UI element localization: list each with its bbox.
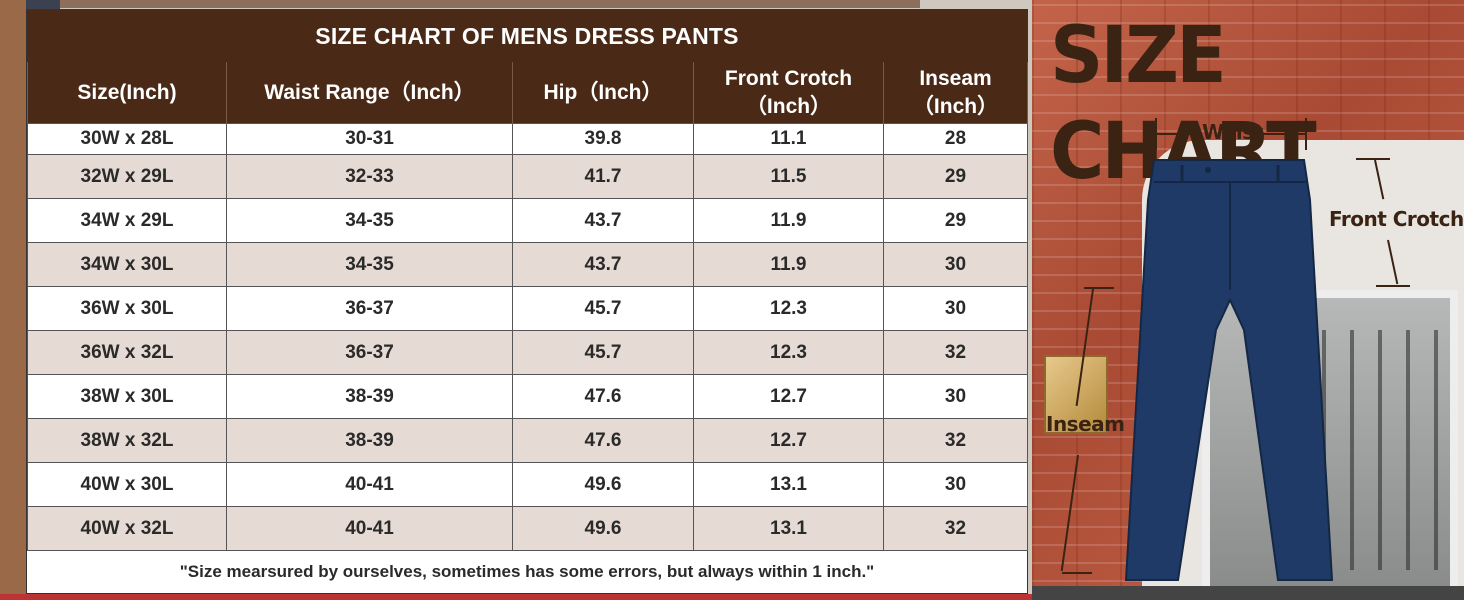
header-waist-range: Waist Range（Inch） (226, 62, 513, 124)
cell-front-crotch: 12.3 (693, 286, 884, 331)
table-row: 40W x 32L 40-41 49.6 13.1 32 (27, 506, 1028, 551)
cell-front-crotch: 12.3 (693, 330, 884, 375)
cell-size: 38W x 32L (27, 418, 227, 463)
cell-size: 36W x 30L (27, 286, 227, 331)
header-size: Size(Inch) (27, 62, 227, 124)
size-table: Size(Inch) Waist Range（Inch） Hip（Inch） F… (27, 62, 1028, 551)
cell-inseam: 32 (883, 418, 1028, 463)
size-chart-panel: SIZE CHART OF MENS DRESS PANTS Size(Inch… (26, 9, 1028, 594)
window-bars (1322, 330, 1442, 570)
table-row: 34W x 30L 34-35 43.7 11.9 30 (27, 242, 1028, 287)
cell-size: 32W x 29L (27, 154, 227, 199)
table-row: 36W x 32L 36-37 45.7 12.3 32 (27, 330, 1028, 375)
cell-waist-range: 36-37 (226, 286, 513, 331)
table-row: 30W x 28L 30-31 39.8 11.1 28 (27, 123, 1028, 155)
waist-line-left (1155, 133, 1199, 135)
table-row: 34W x 29L 34-35 43.7 11.9 29 (27, 198, 1028, 243)
cell-waist-range: 38-39 (226, 418, 513, 463)
table-row: 36W x 30L 36-37 45.7 12.3 30 (27, 286, 1028, 331)
cell-hip: 47.6 (512, 418, 694, 463)
cell-size: 34W x 30L (27, 242, 227, 287)
waist-tick-right (1305, 118, 1307, 150)
cell-size: 38W x 30L (27, 374, 227, 419)
cell-inseam: 30 (883, 462, 1028, 507)
waist-line-right (1262, 133, 1306, 135)
header-row: Size(Inch) Waist Range（Inch） Hip（Inch） F… (27, 62, 1028, 124)
inseam-label: Inseam (1046, 412, 1125, 436)
cell-inseam: 30 (883, 242, 1028, 287)
size-chart-illustration: SIZE CHART Waist Front Crotch Inseam (1032, 0, 1464, 600)
table-title: SIZE CHART OF MENS DRESS PANTS (27, 10, 1027, 62)
cell-front-crotch: 13.1 (693, 462, 884, 507)
inseam-tick-top (1084, 287, 1114, 289)
table-row: 32W x 29L 32-33 41.7 11.5 29 (27, 154, 1028, 199)
cell-waist-range: 36-37 (226, 330, 513, 375)
door-plaque (1044, 355, 1108, 434)
measurement-note: "Size mearsured by ourselves, sometimes … (179, 562, 875, 581)
cell-waist-range: 34-35 (226, 198, 513, 243)
cell-inseam: 29 (883, 198, 1028, 243)
ground-strip (1032, 586, 1464, 600)
table-row: 38W x 32L 38-39 47.6 12.7 32 (27, 418, 1028, 463)
cell-waist-range: 40-41 (226, 506, 513, 551)
waist-label: Waist (1202, 120, 1263, 144)
cell-size: 30W x 28L (27, 123, 227, 155)
cell-inseam: 32 (883, 506, 1028, 551)
cell-hip: 49.6 (512, 462, 694, 507)
cell-hip: 45.7 (512, 330, 694, 375)
front-crotch-label: Front Crotch (1329, 207, 1464, 231)
cell-hip: 47.6 (512, 374, 694, 419)
cell-size: 34W x 29L (27, 198, 227, 243)
cell-inseam: 32 (883, 330, 1028, 375)
cell-hip: 45.7 (512, 286, 694, 331)
cell-front-crotch: 11.1 (693, 123, 884, 155)
cell-waist-range: 32-33 (226, 154, 513, 199)
table-body: 30W x 28L 30-31 39.8 11.1 28 32W x 29L 32-33 41… (27, 123, 1028, 551)
background-strip-bottom (0, 594, 1032, 600)
cell-hip: 39.8 (512, 123, 694, 155)
cell-size: 40W x 32L (27, 506, 227, 551)
pants-icon (1124, 159, 1334, 581)
cell-front-crotch: 12.7 (693, 374, 884, 419)
crotch-tick-top (1356, 158, 1390, 160)
cell-inseam: 29 (883, 154, 1028, 199)
cell-hip: 49.6 (512, 506, 694, 551)
cell-waist-range: 40-41 (226, 462, 513, 507)
table-row: 40W x 30L 40-41 49.6 13.1 30 (27, 462, 1028, 507)
cell-inseam: 30 (883, 286, 1028, 331)
cell-front-crotch: 12.7 (693, 418, 884, 463)
cell-front-crotch: 11.9 (693, 198, 884, 243)
cell-hip: 43.7 (512, 242, 694, 287)
cell-waist-range: 34-35 (226, 242, 513, 287)
header-front-crotch: Front Crotch （Inch） (693, 62, 884, 124)
cell-front-crotch: 13.1 (693, 506, 884, 551)
header-inseam: Inseam （Inch） (883, 62, 1028, 124)
cell-front-crotch: 11.9 (693, 242, 884, 287)
cell-inseam: 28 (883, 123, 1028, 155)
inseam-tick-bottom (1062, 572, 1092, 574)
cell-inseam: 30 (883, 374, 1028, 419)
waist-tick-left (1155, 118, 1157, 150)
cell-waist-range: 30-31 (226, 123, 513, 155)
cell-front-crotch: 11.5 (693, 154, 884, 199)
header-hip: Hip（Inch） (512, 62, 694, 124)
background-strip-top (60, 0, 920, 8)
cell-hip: 43.7 (512, 198, 694, 243)
cell-size: 40W x 30L (27, 462, 227, 507)
cell-size: 36W x 32L (27, 330, 227, 375)
cell-waist-range: 38-39 (226, 374, 513, 419)
table-row: 38W x 30L 38-39 47.6 12.7 30 (27, 374, 1028, 419)
cell-hip: 41.7 (512, 154, 694, 199)
crotch-tick-bottom (1376, 285, 1410, 287)
